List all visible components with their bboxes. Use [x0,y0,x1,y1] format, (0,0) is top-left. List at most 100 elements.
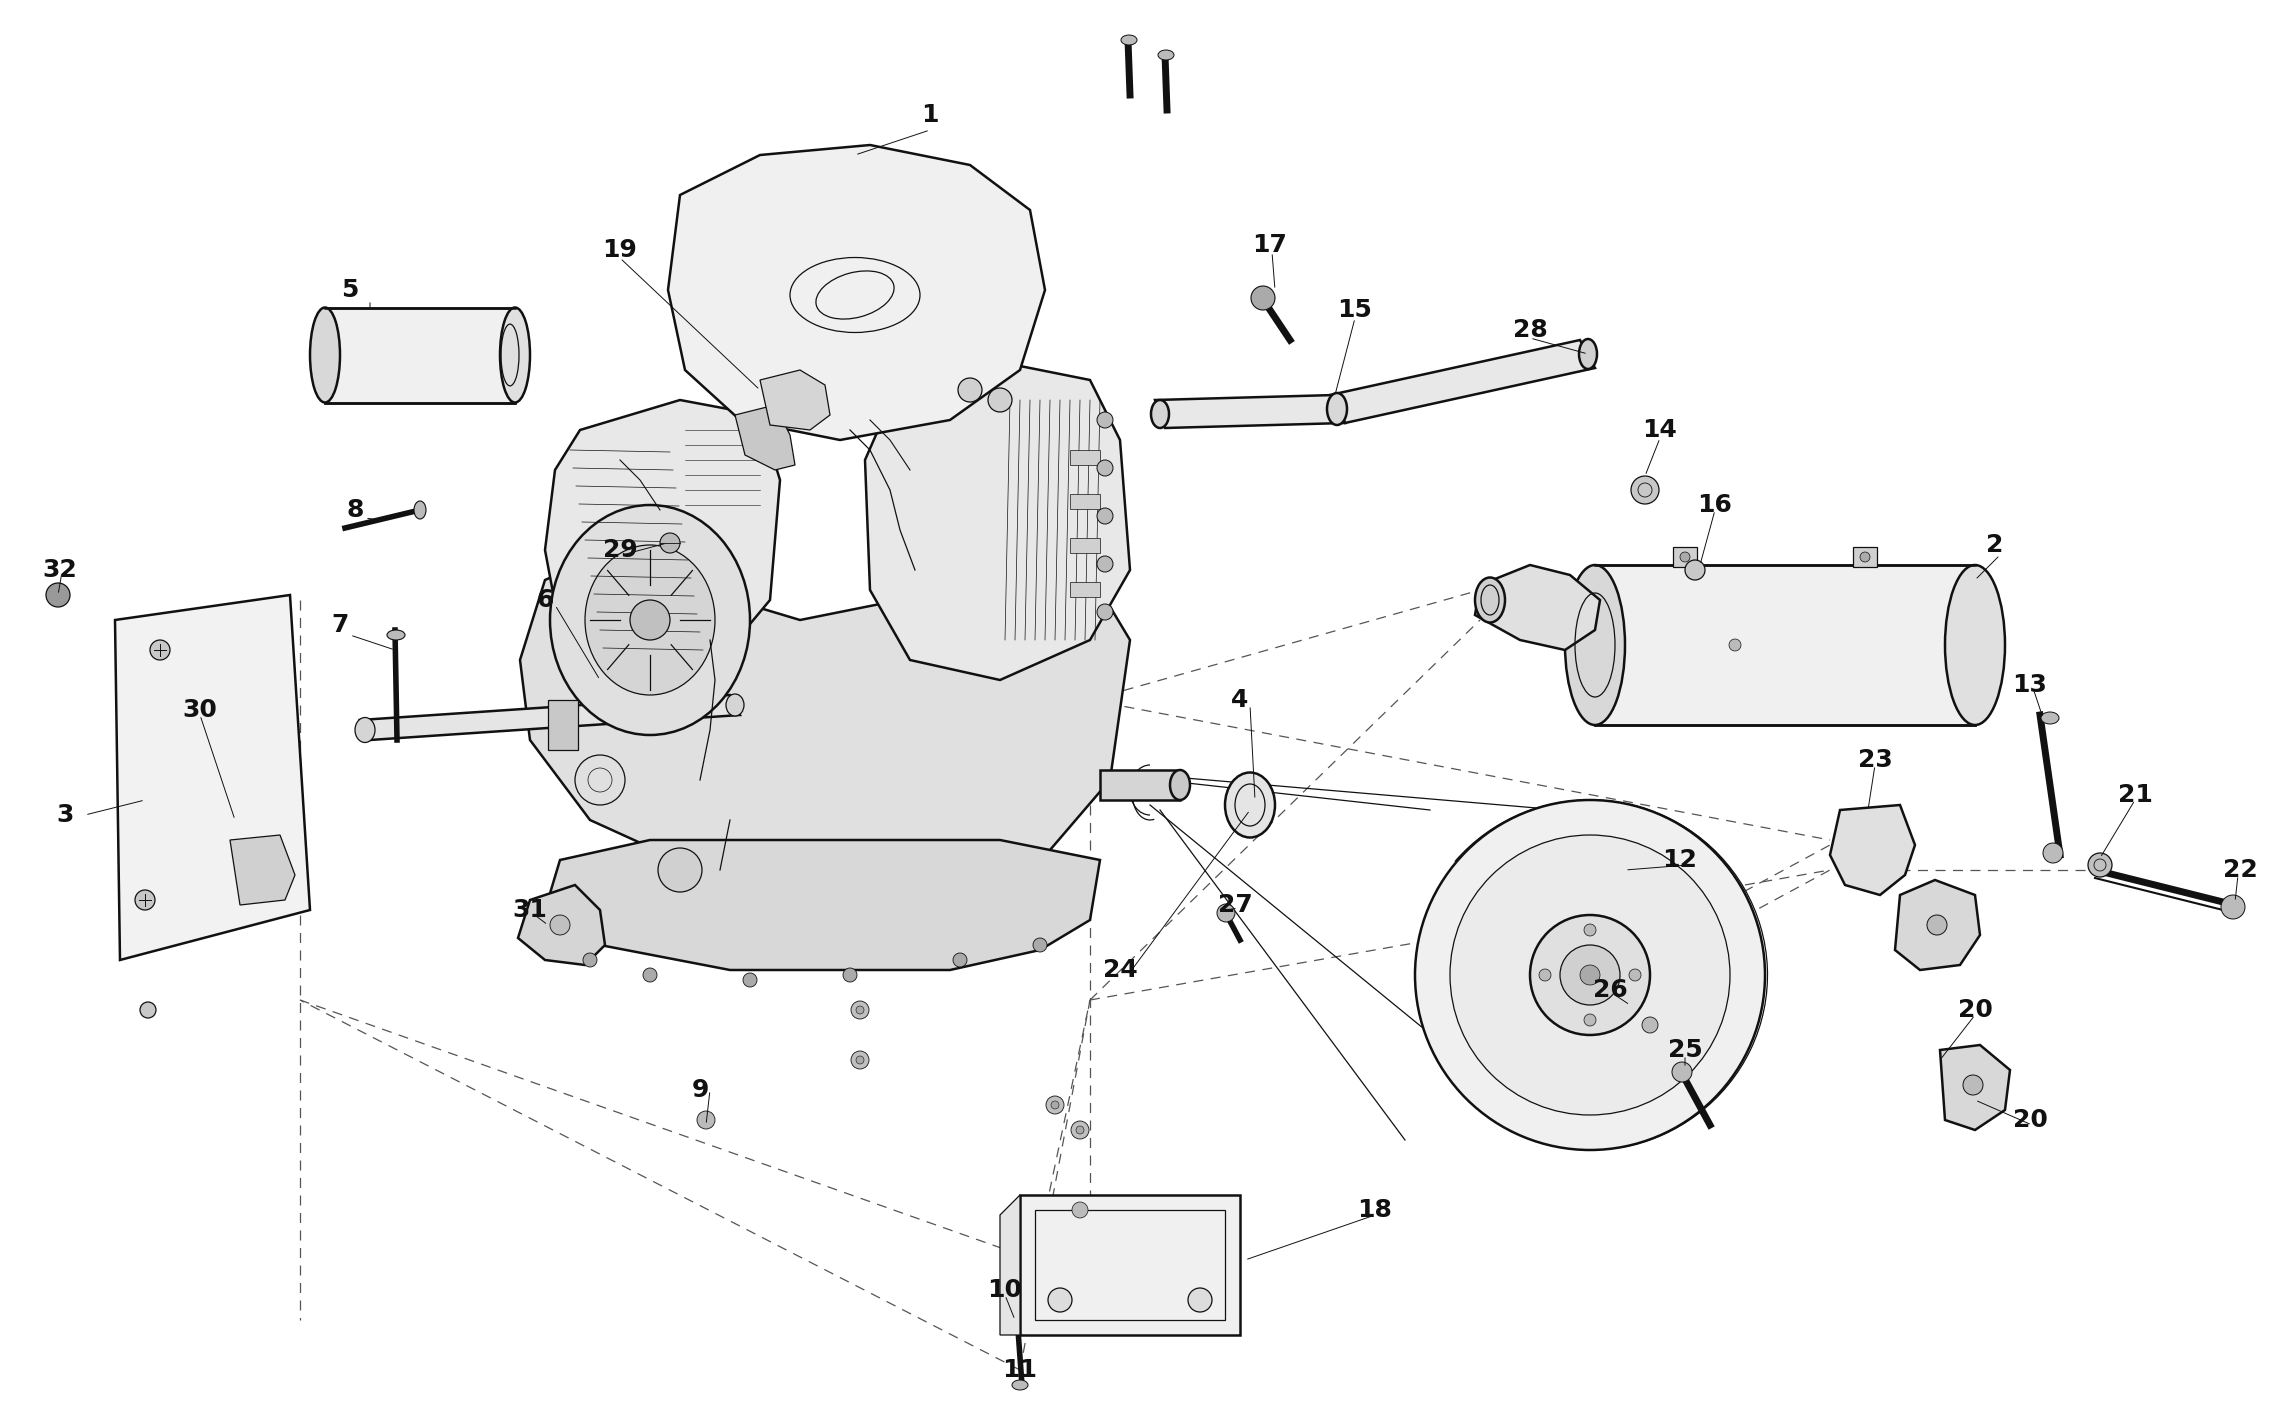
Text: 27: 27 [1217,893,1251,918]
Circle shape [551,915,569,935]
Ellipse shape [388,630,404,640]
Ellipse shape [551,504,751,735]
Circle shape [1963,1074,1984,1094]
Polygon shape [1894,881,1979,970]
Polygon shape [866,361,1130,680]
Circle shape [852,1000,868,1019]
Bar [1070,581,1100,597]
Ellipse shape [1013,1379,1029,1389]
Circle shape [852,1052,868,1069]
Circle shape [1072,1203,1088,1218]
Circle shape [1926,915,1947,935]
Circle shape [843,968,856,982]
Circle shape [1070,1121,1088,1139]
Circle shape [1559,945,1621,1005]
Polygon shape [1474,564,1600,650]
Ellipse shape [726,694,744,715]
Text: 14: 14 [1642,418,1678,442]
Ellipse shape [356,718,374,742]
Bar [1674,547,1697,567]
Bar [1019,1196,1240,1335]
Bar [1853,547,1878,567]
Polygon shape [519,560,1130,891]
Circle shape [856,1006,863,1015]
Text: 25: 25 [1667,1037,1701,1062]
Circle shape [1584,923,1596,936]
Circle shape [1047,1096,1063,1114]
Ellipse shape [1150,400,1169,427]
Text: 18: 18 [1357,1198,1391,1223]
Circle shape [1729,638,1740,651]
Text: 26: 26 [1593,978,1628,1002]
Polygon shape [1830,805,1915,895]
Circle shape [629,600,670,640]
Text: 12: 12 [1662,848,1697,872]
Polygon shape [1329,341,1596,423]
Bar [549,700,579,750]
Text: 15: 15 [1339,298,1373,322]
Circle shape [1097,507,1114,524]
Ellipse shape [1120,36,1137,46]
Circle shape [1630,476,1660,504]
Ellipse shape [501,308,530,402]
Circle shape [643,968,657,982]
Circle shape [1187,1288,1212,1312]
Text: 31: 31 [512,898,546,922]
Polygon shape [760,370,829,430]
Bar [1100,770,1180,799]
Text: 19: 19 [602,238,638,262]
Circle shape [1671,1062,1692,1082]
Circle shape [1097,604,1114,620]
Circle shape [744,973,758,988]
Ellipse shape [310,308,340,402]
Polygon shape [1155,395,1345,428]
Ellipse shape [585,544,714,695]
Circle shape [583,953,597,968]
Ellipse shape [1580,339,1598,369]
Circle shape [1033,938,1047,952]
Bar [1070,450,1100,465]
Text: 21: 21 [2117,782,2151,807]
Circle shape [659,533,680,553]
Text: 11: 11 [1003,1358,1038,1382]
Ellipse shape [1171,770,1189,799]
Polygon shape [668,145,1045,440]
Bar [1070,494,1100,509]
Text: 16: 16 [1697,493,1733,517]
Ellipse shape [1945,564,2004,725]
Text: 22: 22 [2223,858,2257,882]
Circle shape [140,1002,156,1017]
Polygon shape [1001,1196,1019,1335]
Circle shape [1251,286,1274,311]
Circle shape [1451,835,1729,1114]
Bar [1070,539,1100,553]
Polygon shape [1940,1045,2009,1130]
Circle shape [1580,965,1600,985]
Circle shape [1097,460,1114,476]
Text: 20: 20 [1958,997,1993,1022]
Circle shape [856,1056,863,1064]
Text: 4: 4 [1231,688,1249,712]
Circle shape [2220,895,2245,919]
Circle shape [1052,1102,1058,1109]
Bar [1035,1210,1226,1320]
Polygon shape [360,695,739,740]
Circle shape [1047,1288,1072,1312]
Text: 5: 5 [342,278,358,302]
Ellipse shape [1327,393,1348,425]
Bar [1596,564,1975,725]
Polygon shape [115,596,310,960]
Text: 23: 23 [1857,748,1892,772]
Text: 1: 1 [921,103,939,127]
Text: 20: 20 [2014,1109,2048,1131]
Text: 24: 24 [1102,958,1137,982]
Circle shape [1642,1017,1658,1033]
Circle shape [659,848,703,892]
Text: 2: 2 [1986,533,2004,557]
Circle shape [135,891,156,911]
Ellipse shape [1566,564,1626,725]
Ellipse shape [1474,577,1504,623]
Text: 29: 29 [602,539,638,561]
Circle shape [46,583,69,607]
Polygon shape [544,839,1100,970]
